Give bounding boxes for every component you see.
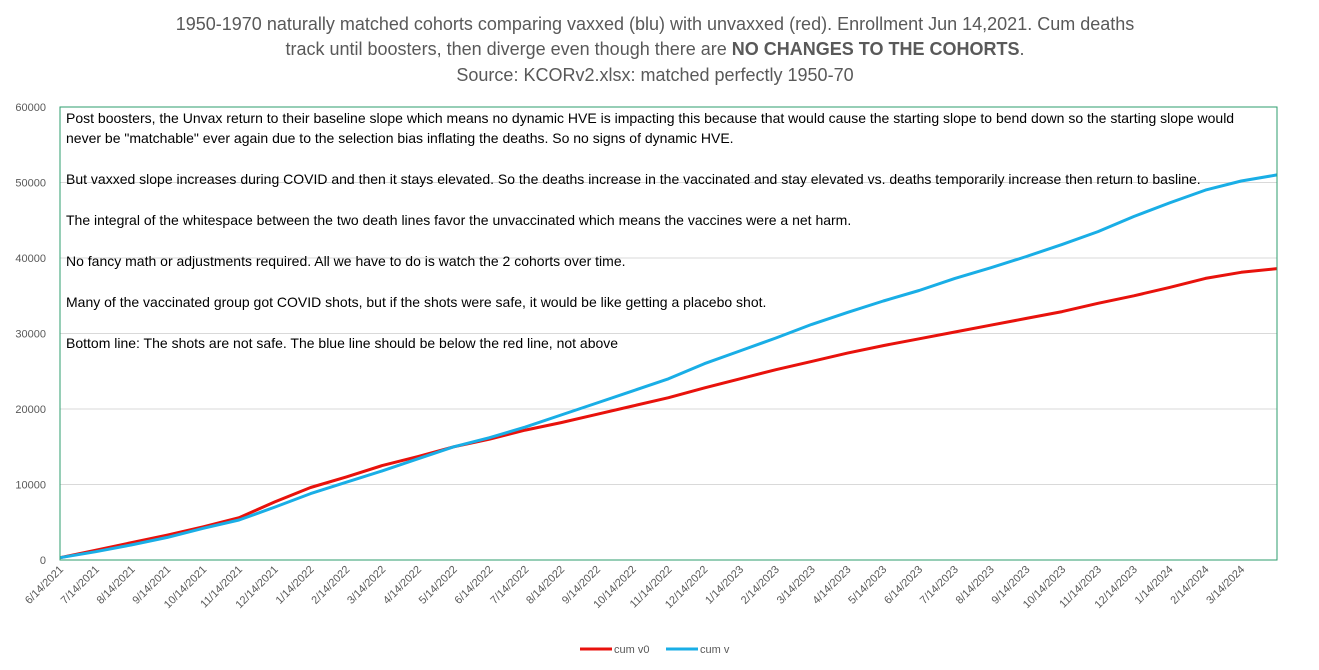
annotation-paragraph: Bottom line: The shots are not safe. The… xyxy=(66,335,619,351)
annotation-box xyxy=(59,106,1278,561)
y-tick-label: 50000 xyxy=(15,178,46,190)
annotation-text: Post boosters, the Unvax return to their… xyxy=(66,108,1256,374)
annotation-paragraph: But vaxxed slope increases during COVID … xyxy=(66,171,1201,187)
annotation-paragraph: Many of the vaccinated group got COVID s… xyxy=(66,294,767,310)
y-tick-label: 30000 xyxy=(15,329,46,341)
annotation-paragraph: No fancy math or adjustments required. A… xyxy=(66,253,626,269)
legend-label: cum v0 xyxy=(614,644,649,656)
y-tick-label: 10000 xyxy=(15,480,46,492)
x-tick-label: 3/14/2024 xyxy=(1204,564,1247,607)
series-line xyxy=(59,267,1278,560)
y-tick-label: 40000 xyxy=(15,253,46,265)
lines xyxy=(59,173,1278,560)
series-line xyxy=(59,173,1278,560)
chart-title: track until boosters, then diverge even … xyxy=(286,39,1025,59)
legend-label: cum v xyxy=(700,644,730,656)
chart-title: . xyxy=(1019,39,1024,59)
annotation-paragraph: The integral of the whitespace between t… xyxy=(66,212,852,228)
y-tick-label: 60000 xyxy=(15,102,46,114)
chart-title: track until boosters, then diverge even … xyxy=(286,39,732,59)
y-tick-label: 0 xyxy=(40,555,46,567)
chart-title-bold: NO CHANGES TO THE COHORTS xyxy=(732,39,1020,59)
y-tick-label: 20000 xyxy=(15,404,46,416)
chart-title: Source: KCORv2.xlsx: matched perfectly 1… xyxy=(456,65,853,85)
annotation-paragraph: Post boosters, the Unvax return to their… xyxy=(66,110,1235,146)
chart-title: 1950-1970 naturally matched cohorts comp… xyxy=(176,14,1135,34)
